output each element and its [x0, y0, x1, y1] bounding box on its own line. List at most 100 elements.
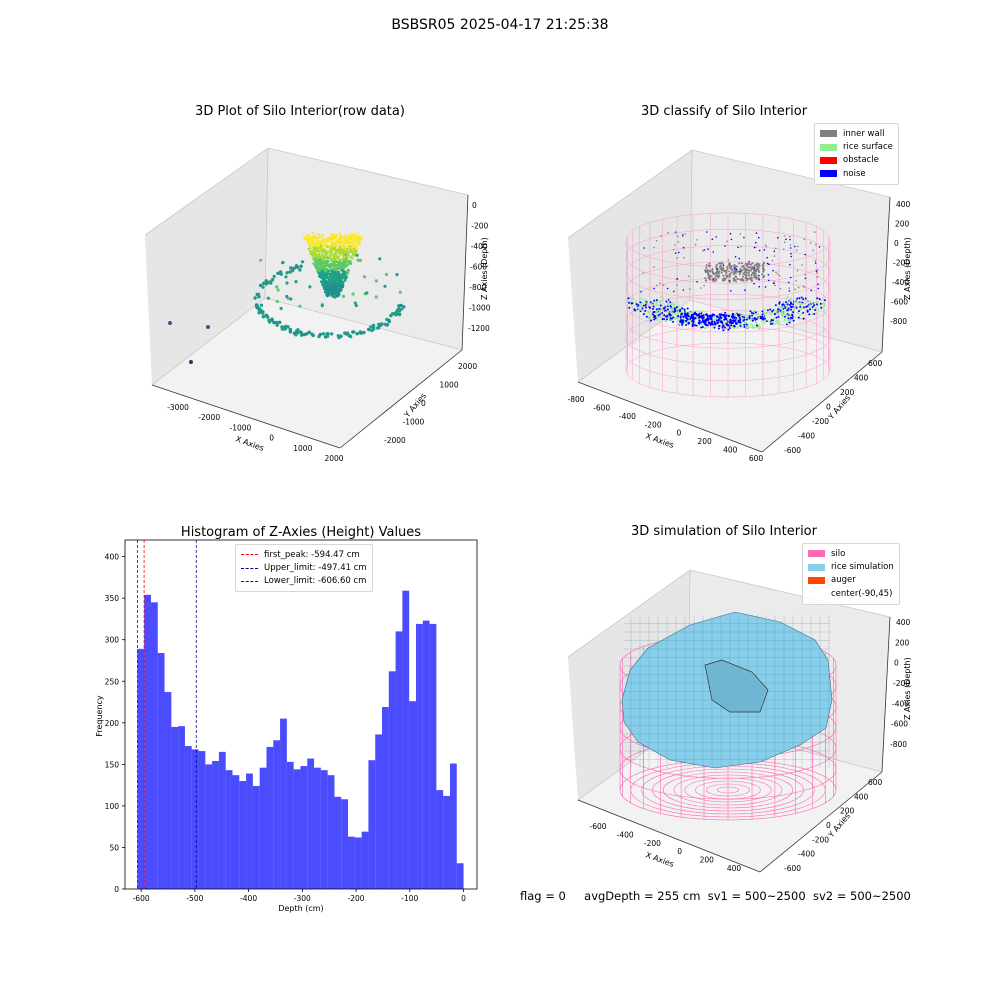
status-sv1: sv1 = 500~2500 [707, 889, 806, 903]
raw-point [328, 272, 332, 276]
raw-point [326, 272, 330, 276]
raw-y-tick: 1000 [440, 381, 459, 390]
raw-point [314, 264, 318, 268]
raw-point [376, 326, 380, 330]
raw-point [335, 273, 338, 276]
raw-point [310, 332, 314, 336]
raw-point [345, 247, 349, 251]
raw-point [340, 273, 344, 277]
legend-swatch [820, 156, 837, 164]
legend-label: rice surface [843, 142, 893, 153]
legend-label: Lower_limit: -606.60 cm [264, 576, 367, 587]
raw-outlier-point [168, 321, 172, 325]
raw-point [312, 249, 315, 252]
raw-point [322, 279, 326, 282]
raw-point [383, 322, 387, 326]
histogram-legend: first_peak: -594.47 cm Upper_limit: -497.… [235, 544, 373, 593]
raw-point [259, 258, 263, 262]
raw-y-tick: 0 [421, 399, 426, 408]
legend-swatch [808, 563, 825, 571]
raw-point [337, 271, 340, 274]
raw-z-tick: -1000 [469, 304, 491, 313]
raw-point [338, 245, 342, 248]
raw-point [397, 304, 401, 308]
raw-point [342, 242, 346, 245]
raw-point [323, 335, 328, 339]
raw-point [333, 292, 337, 296]
raw-point [348, 233, 352, 237]
raw-point [320, 304, 324, 308]
legend-label: silo [831, 548, 846, 559]
raw-point [341, 249, 344, 252]
simulation-legend: silo rice simulation auger center(-90,45) [802, 543, 900, 605]
raw-point [314, 257, 318, 260]
raw-point [330, 269, 334, 273]
raw-point [308, 242, 311, 246]
legend-entry: center(-90,45) [808, 587, 894, 600]
raw-point [289, 266, 293, 270]
legend-swatch [820, 143, 837, 151]
raw-point [285, 294, 289, 299]
raw-point [397, 312, 402, 317]
raw-point [351, 292, 355, 296]
raw-point [275, 299, 279, 304]
raw-point [332, 283, 336, 287]
raw-point [323, 284, 326, 288]
raw-point [321, 253, 324, 256]
raw-point [374, 279, 378, 283]
figure-title: BSBSR05 2025-04-17 21:25:38 [391, 17, 609, 33]
raw-point [351, 241, 354, 244]
raw-x-tick: -3000 [167, 403, 189, 412]
raw-point [264, 282, 269, 286]
raw-point [255, 292, 259, 297]
raw-point [354, 240, 357, 244]
raw-point [340, 268, 344, 272]
raw-point [343, 272, 347, 275]
raw-x-tick: 0 [269, 434, 274, 443]
raw-point [325, 267, 329, 271]
raw-point [338, 275, 342, 279]
raw-point [345, 255, 348, 258]
raw-point [285, 271, 289, 275]
raw-point [270, 278, 275, 282]
raw-x-tick: 2000 [324, 454, 343, 463]
raw-x-tick: -2000 [198, 413, 220, 422]
raw-point [299, 264, 303, 268]
raw-point [319, 280, 323, 284]
raw-point [338, 232, 342, 236]
raw-point [354, 303, 358, 308]
raw-point [344, 278, 347, 282]
raw-point [321, 246, 325, 249]
raw-point [296, 328, 300, 332]
raw-point [395, 273, 399, 277]
raw-outlier-point [206, 325, 210, 329]
raw-point [378, 257, 382, 261]
raw-point [339, 236, 342, 239]
raw-point [345, 264, 349, 267]
raw-z-tick: -200 [471, 222, 488, 231]
raw-point [320, 270, 324, 274]
raw-point [281, 261, 285, 265]
raw-point [307, 240, 310, 243]
legend-label: noise [843, 168, 866, 179]
raw-point [316, 268, 319, 272]
raw-point [367, 327, 371, 332]
raw-point [322, 260, 325, 263]
legend-swatch [808, 576, 825, 584]
raw-point [356, 239, 360, 243]
raw-point [308, 285, 312, 289]
classify-legend: inner wall rice surface obstacle noise [814, 123, 899, 185]
raw-point [344, 237, 347, 240]
raw-point [349, 255, 352, 258]
raw-point [326, 245, 329, 249]
raw-point [257, 295, 261, 299]
legend-label: obstacle [843, 155, 879, 166]
raw-point [330, 239, 333, 242]
legend-swatch [820, 130, 837, 138]
raw-point [298, 304, 302, 308]
raw-point [272, 274, 276, 279]
raw-point [384, 272, 389, 277]
raw-point [343, 250, 347, 253]
raw-point [321, 265, 324, 269]
raw-point [340, 266, 343, 269]
